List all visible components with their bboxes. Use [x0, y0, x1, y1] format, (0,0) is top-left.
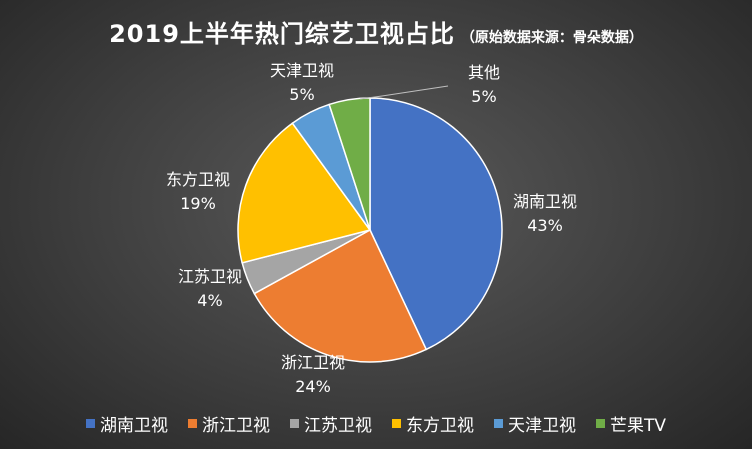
legend-item-5: 芒果TV [595, 411, 666, 436]
data-label-value: 5% [289, 85, 314, 104]
legend-item-0: 湖南卫视 [85, 411, 168, 436]
legend-label: 东方卫视 [405, 416, 474, 436]
chart-title: 2019上半年热门综艺卫视占比 （原始数据来源：骨朵数据） [0, 14, 752, 49]
legend-item-1: 浙江卫视 [187, 411, 270, 436]
data-label-name: 浙江卫视 [281, 353, 345, 372]
data-label-value: 43% [527, 216, 563, 235]
data-label-name: 天津卫视 [270, 61, 334, 80]
legend-swatch [391, 419, 401, 428]
legend-label: 江苏卫视 [303, 416, 372, 436]
leader-line-5 [359, 85, 449, 100]
legend-swatch [289, 419, 299, 428]
legend-label: 天津卫视 [507, 416, 576, 436]
legend-swatch [85, 419, 95, 428]
legend-swatch [187, 419, 197, 428]
data-labels: 湖南卫视 43% 浙江卫视 24% 江苏卫视 4% 东方卫视 19% 天津卫视 5% 其他 5% [166, 61, 577, 396]
data-label-1: 浙江卫视 24% [281, 353, 345, 396]
legend: 湖南卫视 浙江卫视 江苏卫视 东方卫视 天津卫视 芒果TV [0, 411, 752, 436]
pie-slices [237, 97, 503, 363]
legend-label: 浙江卫视 [201, 416, 270, 436]
data-label-name: 东方卫视 [166, 170, 230, 189]
chart-title-main: 2019上半年热门综艺卫视占比 [109, 20, 455, 48]
data-label-value: 19% [180, 194, 216, 213]
data-label-4: 天津卫视 5% [270, 61, 334, 104]
data-label-name: 湖南卫视 [513, 192, 577, 211]
data-label-2: 江苏卫视 4% [178, 267, 242, 310]
pie-slice-3 [237, 122, 372, 264]
data-label-name: 江苏卫视 [178, 267, 242, 286]
legend-item-2: 江苏卫视 [289, 411, 372, 436]
pie-slice-0 [369, 97, 503, 351]
data-label-5: 其他 5% [468, 63, 500, 106]
legend-swatch [595, 419, 605, 428]
data-label-3: 东方卫视 19% [166, 170, 230, 213]
data-label-value: 5% [471, 87, 496, 106]
data-label-name: 其他 [468, 63, 500, 82]
pie-slice-1 [253, 228, 428, 363]
leader-lines [359, 85, 449, 100]
data-label-value: 4% [197, 291, 222, 310]
legend-label: 芒果TV [609, 416, 666, 436]
data-label-0: 湖南卫视 43% [513, 192, 577, 235]
chart-subtitle: （原始数据来源：骨朵数据） [460, 30, 643, 46]
legend-item-4: 天津卫视 [493, 411, 576, 436]
legend-swatch [493, 419, 503, 428]
data-label-value: 24% [295, 377, 331, 396]
legend-label: 湖南卫视 [99, 416, 168, 436]
legend-item-3: 东方卫视 [391, 411, 474, 436]
